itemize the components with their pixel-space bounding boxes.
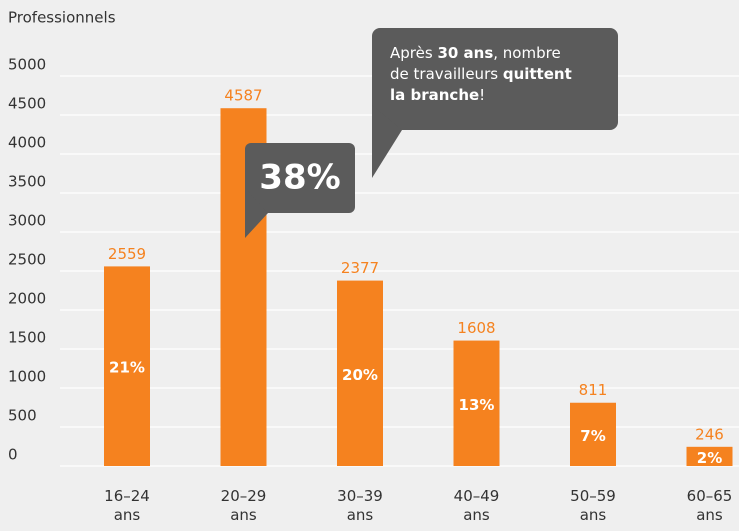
value-label: 2377 bbox=[341, 259, 379, 277]
bar bbox=[570, 402, 616, 466]
callout-tail bbox=[372, 105, 402, 178]
y-tick-label: 1000 bbox=[8, 368, 46, 386]
callout-box bbox=[372, 28, 618, 130]
annotation-segment: la branche bbox=[390, 86, 479, 104]
bar bbox=[104, 266, 150, 466]
value-label: 811 bbox=[579, 381, 608, 399]
share-label: 20% bbox=[342, 366, 378, 384]
callout-tail bbox=[245, 188, 268, 238]
share-label: 2% bbox=[697, 449, 722, 467]
annotation-segment: 30 ans bbox=[437, 44, 493, 62]
bar bbox=[337, 280, 383, 466]
share-label: 21% bbox=[109, 359, 145, 377]
y-tick-label: 0 bbox=[8, 446, 18, 464]
y-tick-label: 4500 bbox=[8, 95, 46, 113]
x-tick-label: 30–39 ans bbox=[337, 487, 383, 524]
callout: 38% bbox=[245, 143, 355, 238]
bar bbox=[453, 340, 500, 466]
y-tick-label: 3000 bbox=[8, 212, 46, 230]
y-tick-label: 5000 bbox=[8, 56, 46, 74]
annotation-line: Après 30 ans, nombre bbox=[390, 44, 561, 62]
annotation-segment: ! bbox=[479, 86, 485, 104]
x-tick-label: 20–29 ans bbox=[220, 487, 267, 524]
bar bbox=[686, 446, 733, 466]
x-tick-label: 50–59 ans bbox=[570, 487, 616, 524]
y-tick-label: 1500 bbox=[8, 329, 46, 347]
y-tick-label: 4000 bbox=[8, 134, 46, 152]
value-label: 246 bbox=[695, 425, 724, 443]
y-axis-label: Professionnels bbox=[8, 9, 116, 27]
callout: Après 30 ans, nombre de travailleurs quit… bbox=[372, 28, 618, 178]
y-tick-label: 3500 bbox=[8, 173, 46, 191]
x-tick-label: 16–24 ans bbox=[104, 487, 150, 524]
y-tick-label: 2000 bbox=[8, 290, 46, 308]
annotation-segment: quittent bbox=[503, 65, 572, 83]
share-label: 7% bbox=[580, 427, 605, 445]
value-label: 4587 bbox=[224, 87, 262, 105]
x-tick-label: 60–65 ans bbox=[686, 487, 733, 524]
value-label: 2559 bbox=[108, 245, 146, 263]
callout-box bbox=[245, 143, 355, 213]
value-label: 1608 bbox=[457, 319, 495, 337]
share-label: 13% bbox=[459, 396, 495, 414]
annotation-line: de travailleurs quittent bbox=[390, 65, 572, 83]
share-label: 38% bbox=[259, 158, 340, 198]
x-tick-label: 40–49 ans bbox=[453, 487, 500, 524]
annotation-segment: Après bbox=[390, 44, 437, 62]
annotation-segment: de travailleurs bbox=[390, 65, 503, 83]
y-tick-label: 500 bbox=[8, 407, 37, 425]
y-tick-label: 2500 bbox=[8, 251, 46, 269]
annotation-segment: , nombre bbox=[493, 44, 560, 62]
annotation-line: la branche! bbox=[390, 86, 485, 104]
